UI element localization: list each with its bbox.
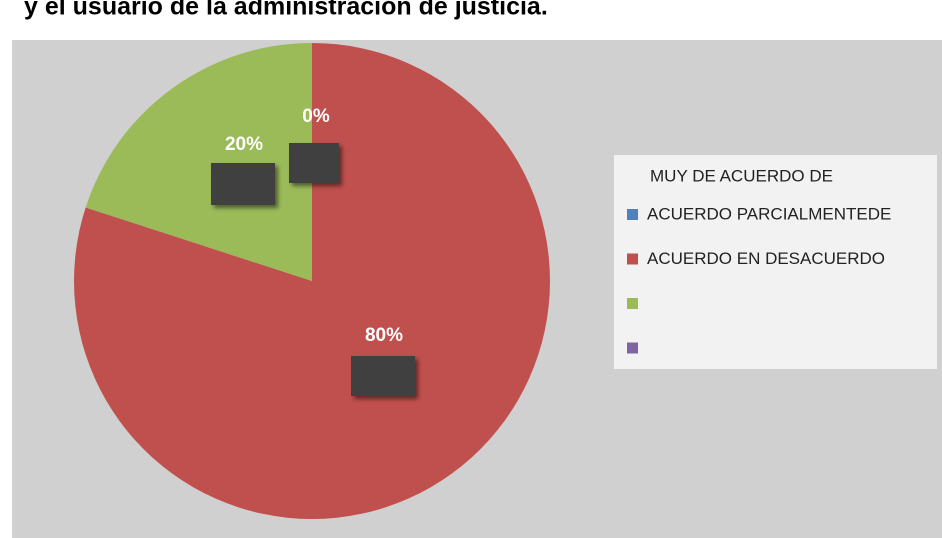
legend-marker	[627, 253, 638, 265]
chart-title: y el usuario de la administración de jus…	[24, 0, 548, 21]
legend-marker	[627, 342, 638, 354]
legend-box	[614, 155, 937, 369]
label-box	[289, 143, 339, 183]
legend-marker	[627, 209, 638, 220]
label-box	[351, 356, 415, 396]
data-label: 80%	[365, 325, 403, 346]
legend-marker	[627, 298, 638, 309]
legend-label: ACUERDO PARCIALMENTEDE	[647, 204, 891, 223]
legend-header: MUY DE ACUERDO DE	[650, 166, 833, 185]
legend-label: ACUERDO EN DESACUERDO	[647, 249, 885, 268]
label-box	[211, 163, 275, 205]
pie-slice	[85, 43, 312, 281]
data-label: 0%	[302, 106, 330, 127]
data-label: 20%	[225, 134, 263, 155]
